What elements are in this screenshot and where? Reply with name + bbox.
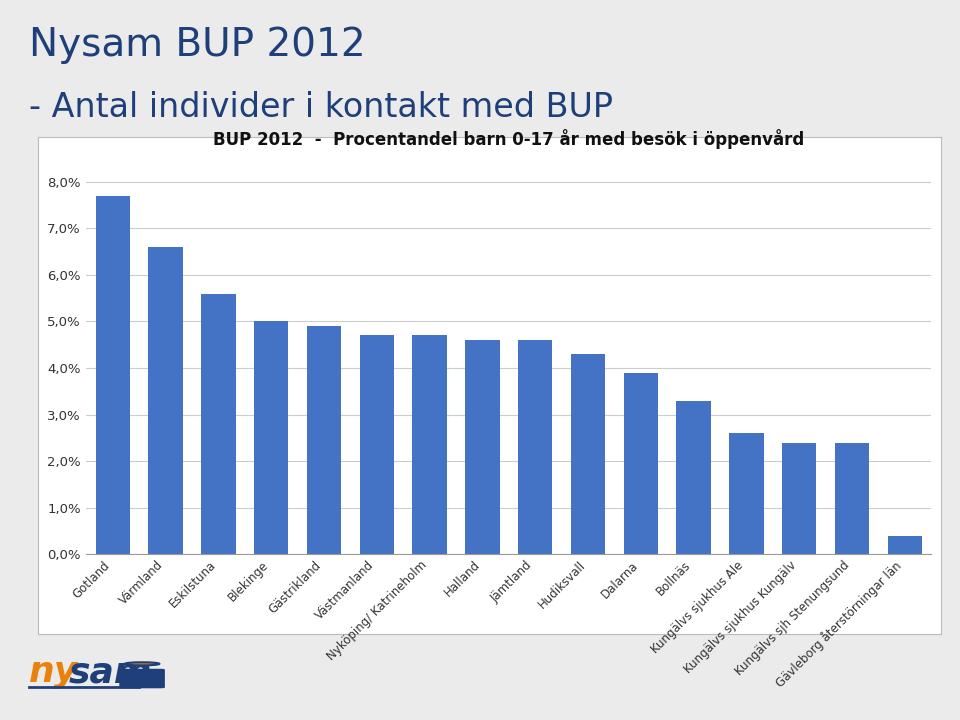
Text: Nysam BUP 2012: Nysam BUP 2012: [29, 26, 366, 64]
Bar: [518, 340, 552, 554]
Bar: [254, 321, 288, 554]
Bar: [835, 443, 869, 554]
Bar: [360, 336, 394, 554]
Circle shape: [125, 662, 159, 665]
Bar: [96, 196, 130, 554]
Bar: [466, 340, 499, 554]
Text: - Antal individer i kontakt med BUP: - Antal individer i kontakt med BUP: [29, 91, 612, 124]
Bar: [413, 336, 446, 554]
Text: ny: ny: [29, 655, 78, 690]
Title: BUP 2012  -  Procentandel barn 0-17 år med besök i öppenvård: BUP 2012 - Procentandel barn 0-17 år med…: [213, 129, 804, 148]
Bar: [782, 443, 816, 554]
Bar: [571, 354, 605, 554]
Bar: [149, 247, 182, 554]
Bar: [307, 326, 341, 554]
Bar: [730, 433, 763, 554]
Bar: [677, 400, 710, 554]
Text: sam: sam: [69, 655, 153, 690]
Bar: [624, 373, 658, 554]
FancyBboxPatch shape: [120, 670, 164, 688]
Bar: [888, 536, 922, 554]
Bar: [202, 294, 235, 554]
